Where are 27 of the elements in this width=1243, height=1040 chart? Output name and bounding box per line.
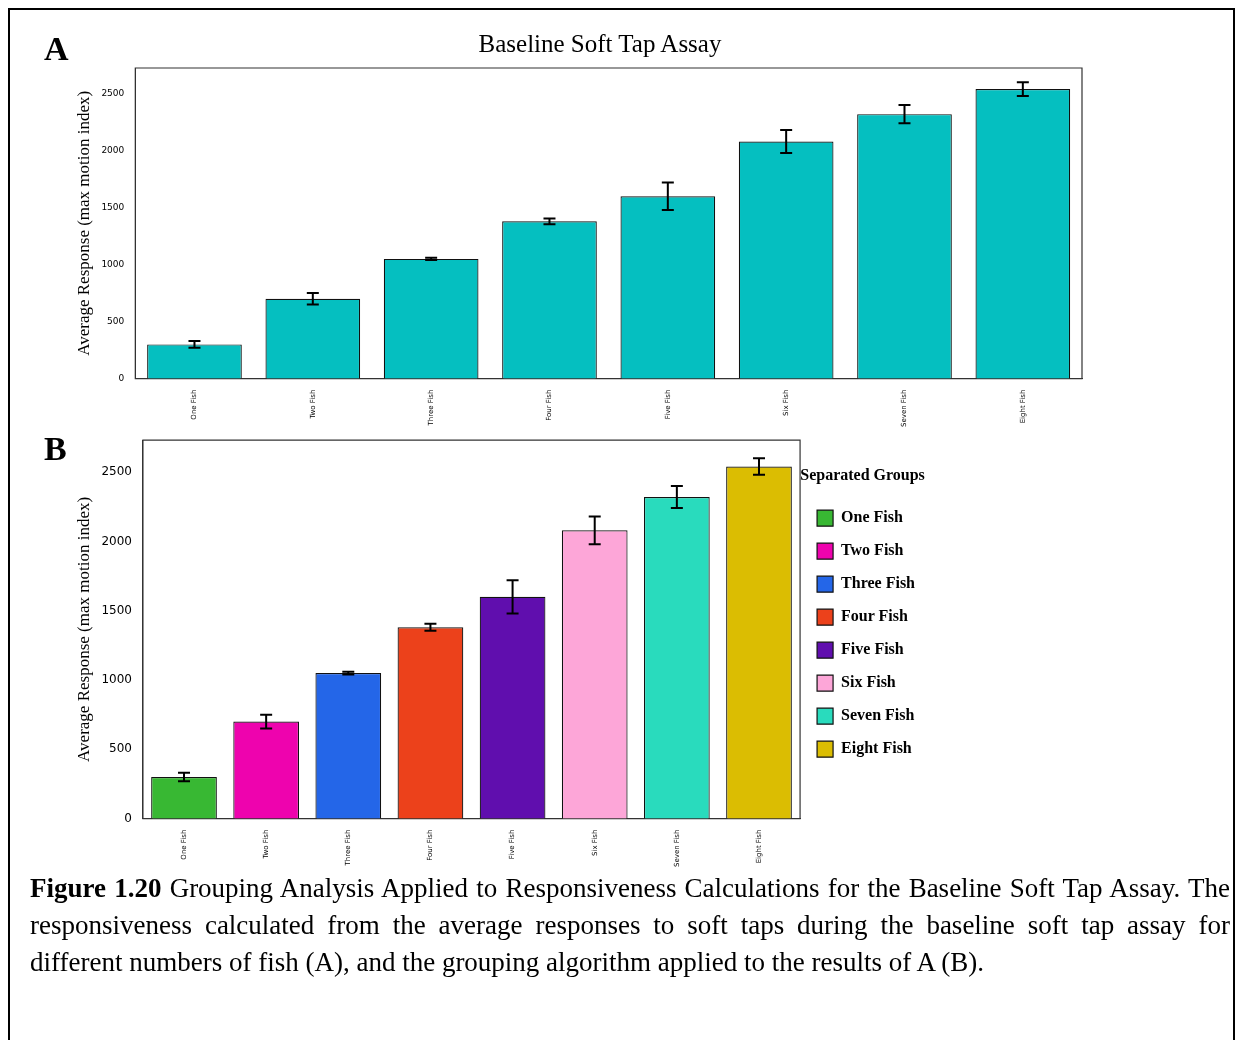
y-tick-label: 1000 [101, 672, 132, 687]
legend-label: Seven Fish [841, 706, 915, 724]
y-tick-label: 2000 [101, 144, 125, 155]
legend-title: Separated Groups [800, 466, 925, 485]
y-tick-label: 2500 [101, 87, 125, 98]
y-tick-label: 500 [107, 315, 125, 326]
legend-label: Five Fish [841, 640, 904, 658]
caption: Figure 1.20 [30, 873, 162, 903]
y-tick-label: 500 [109, 741, 132, 756]
legend-label: Three Fish [841, 574, 916, 592]
legend-label: Two Fish [841, 541, 904, 559]
legend-label: Six Fish [841, 673, 896, 691]
text: A [44, 30, 69, 68]
y-tick-label: 2500 [101, 464, 132, 479]
y-tick-label: 1500 [101, 201, 125, 212]
chart-title: Baseline Soft Tap Assay [477, 30, 723, 58]
y-axis-title: Average Response (max motion index) [73, 496, 93, 762]
y-tick-label: 2000 [101, 533, 132, 548]
text: B [44, 430, 67, 468]
y-tick-label: 1000 [101, 258, 125, 269]
y-axis-title: Average Response (max motion index) [73, 90, 93, 356]
y-tick-label: 0 [124, 810, 132, 825]
y-tick-label: 1500 [101, 602, 132, 617]
legend-label: Four Fish [841, 607, 908, 625]
y-tick-label: 0 [118, 372, 125, 383]
legend-label: One Fish [841, 508, 903, 526]
legend-label: Eight Fish [841, 739, 912, 758]
